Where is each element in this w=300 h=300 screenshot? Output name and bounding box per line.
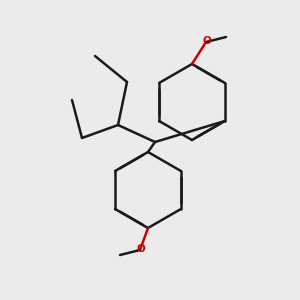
Text: O: O — [202, 36, 211, 46]
Text: O: O — [136, 244, 146, 254]
